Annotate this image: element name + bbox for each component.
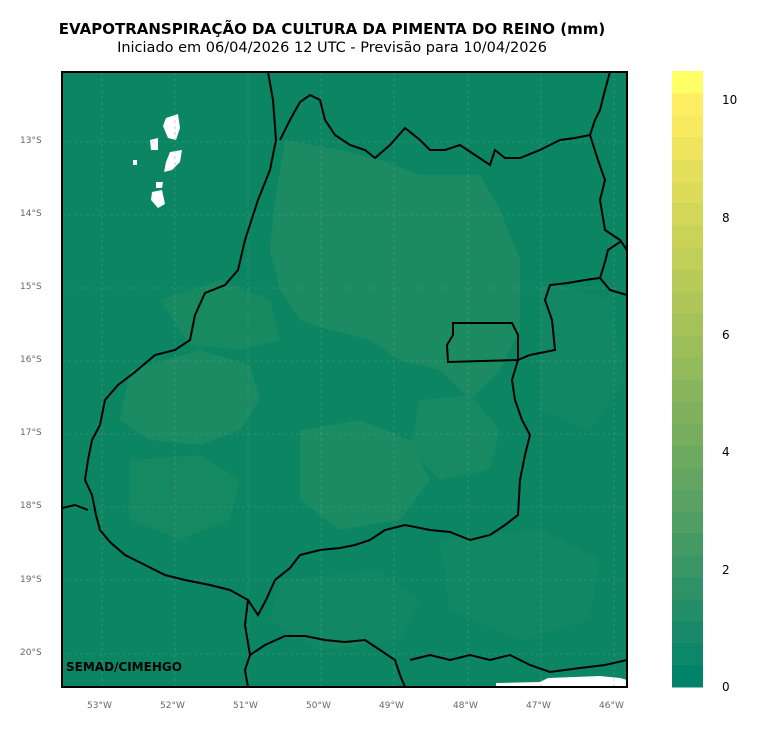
missing-data-area bbox=[163, 114, 180, 140]
lat-tick-label: 19°S bbox=[20, 575, 42, 585]
colorbar-tick-label: 6 bbox=[722, 328, 730, 342]
map-frame bbox=[61, 71, 628, 688]
colorbar-segment bbox=[672, 401, 703, 424]
lat-tick-label: 14°S bbox=[20, 209, 42, 219]
colorbar-segment bbox=[672, 445, 703, 468]
colorbar-tick-label: 2 bbox=[722, 562, 730, 577]
colorbar-tick-label: 10 bbox=[722, 93, 738, 108]
colorbar-segment bbox=[672, 511, 703, 534]
goias-state-boundary bbox=[589, 134, 627, 251]
missing-data-area bbox=[164, 150, 182, 172]
lat-tick-label: 18°S bbox=[20, 501, 42, 511]
lon-tick-label: 49°W bbox=[379, 701, 404, 711]
field-patch bbox=[440, 530, 600, 640]
field-patch bbox=[540, 280, 625, 430]
colorbar-segment bbox=[672, 379, 703, 402]
missing-data-area bbox=[133, 160, 137, 165]
colorbar-tick-label: 0 bbox=[722, 680, 730, 694]
colorbar-segment bbox=[672, 621, 703, 644]
colorbar-segment bbox=[672, 489, 703, 512]
colorbar-segment bbox=[672, 555, 703, 578]
field-patch bbox=[120, 350, 260, 445]
colorbar-segment bbox=[672, 181, 703, 204]
distrito-federal-boundary bbox=[445, 322, 519, 364]
map-grid bbox=[62, 72, 627, 687]
colorbar-segment bbox=[672, 203, 703, 226]
field-patch bbox=[300, 420, 430, 530]
field-patch bbox=[410, 395, 500, 480]
state-boundary-sw bbox=[243, 599, 251, 656]
colorbar-segment bbox=[672, 159, 703, 182]
state-boundary-west bbox=[62, 503, 89, 511]
credit-label: SEMAD/CIMEHGO bbox=[66, 660, 182, 674]
colorbar bbox=[672, 71, 703, 688]
missing-data-area bbox=[156, 182, 163, 188]
goias-state-boundary bbox=[83, 72, 627, 617]
lon-tick-label: 48°W bbox=[453, 701, 478, 711]
colorbar-segment bbox=[672, 599, 703, 622]
lon-tick-label: 46°W bbox=[599, 701, 624, 711]
colorbar-segment bbox=[672, 357, 703, 380]
field-patch bbox=[130, 455, 240, 540]
missing-data-area bbox=[151, 190, 165, 208]
colorbar-segment bbox=[672, 335, 703, 358]
colorbar-segment bbox=[672, 467, 703, 490]
field-patch bbox=[160, 280, 280, 350]
lat-tick-label: 17°S bbox=[20, 428, 42, 438]
lon-tick-label: 51°W bbox=[233, 701, 258, 711]
lat-tick-label: 20°S bbox=[20, 648, 42, 658]
goias-state-boundary bbox=[599, 241, 621, 279]
state-boundary-south bbox=[409, 653, 627, 674]
colorbar-tick-label: 8 bbox=[722, 210, 730, 225]
missing-data-area bbox=[150, 138, 158, 150]
colorbar-segment bbox=[672, 291, 703, 314]
missing-data-area bbox=[496, 676, 627, 687]
colorbar-segment bbox=[672, 247, 703, 270]
lat-tick-label: 13°S bbox=[20, 136, 42, 146]
lat-tick-label: 15°S bbox=[20, 282, 42, 292]
colorbar-segment bbox=[672, 577, 703, 600]
colorbar-segment bbox=[672, 665, 703, 688]
goias-state-boundary bbox=[279, 72, 611, 167]
colorbar-segment bbox=[672, 643, 703, 666]
colorbar-segment bbox=[672, 71, 703, 94]
lon-tick-label: 47°W bbox=[526, 701, 551, 711]
map-title: EVAPOTRANSPIRAÇÃO DA CULTURA DA PIMENTA … bbox=[58, 20, 606, 38]
colorbar-segment bbox=[672, 533, 703, 556]
field-patch bbox=[270, 140, 520, 400]
colorbar-segment bbox=[672, 93, 703, 116]
colorbar-tick-label: 4 bbox=[722, 445, 730, 460]
colorbar-segment bbox=[672, 115, 703, 138]
colorbar-segment bbox=[672, 423, 703, 446]
lon-tick-label: 52°W bbox=[160, 701, 185, 711]
colorbar-segment bbox=[672, 313, 703, 336]
field-patch bbox=[270, 570, 420, 650]
colorbar-segment bbox=[672, 225, 703, 248]
map-subtitle: Iniciado em 06/04/2026 12 UTC - Previsão… bbox=[117, 40, 547, 56]
colorbar-segment bbox=[672, 137, 703, 160]
lat-tick-label: 16°S bbox=[20, 355, 42, 365]
colorbar-segment bbox=[672, 269, 703, 292]
lon-tick-label: 53°W bbox=[87, 701, 112, 711]
lon-tick-label: 50°W bbox=[306, 701, 331, 711]
